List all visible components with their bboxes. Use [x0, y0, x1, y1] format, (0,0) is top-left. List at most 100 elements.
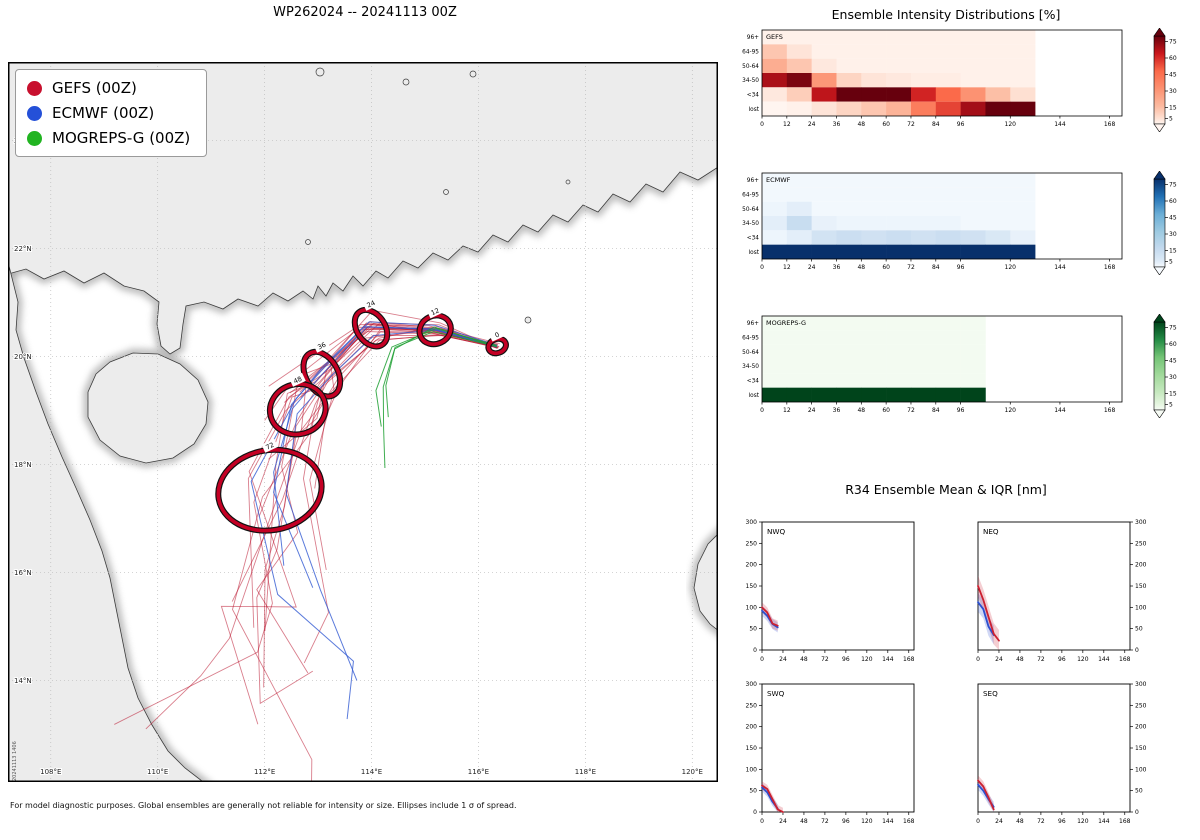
svg-text:lost: lost	[749, 393, 760, 399]
svg-text:48: 48	[857, 264, 865, 271]
svg-text:150: 150	[746, 583, 758, 590]
svg-text:250: 250	[1135, 702, 1147, 709]
svg-text:250: 250	[1135, 540, 1147, 547]
svg-text:50-64: 50-64	[742, 64, 759, 70]
svg-text:0: 0	[760, 818, 764, 825]
svg-text:24: 24	[808, 121, 816, 128]
svg-text:36: 36	[833, 264, 841, 271]
svg-text:50-64: 50-64	[742, 207, 759, 213]
svg-text:22°N: 22°N	[14, 245, 32, 253]
svg-text:45: 45	[1169, 72, 1177, 79]
colorbar-gefs: 75 60 45 30 15 5	[1153, 28, 1177, 132]
creation-timestamp: 20241113 1406	[12, 741, 18, 781]
svg-text:12: 12	[430, 306, 441, 317]
ellipse-hour-label: 0	[488, 327, 506, 342]
svg-text:0: 0	[760, 656, 764, 663]
svg-text:72: 72	[907, 264, 915, 271]
svg-text:100: 100	[746, 766, 758, 773]
svg-text:0: 0	[976, 656, 980, 663]
svg-text:168: 168	[1119, 656, 1131, 663]
svg-text:0: 0	[760, 407, 764, 414]
svg-text:72: 72	[821, 656, 829, 663]
ellipse-hour-label: 24	[362, 296, 380, 311]
svg-text:48: 48	[292, 375, 303, 386]
colorbar-mogreps-g: 75 60 45 30 15 5	[1153, 314, 1177, 418]
svg-text:300: 300	[1135, 519, 1147, 526]
svg-text:60: 60	[882, 264, 890, 271]
svg-text:60: 60	[1169, 198, 1177, 205]
svg-text:NWQ: NWQ	[767, 527, 785, 536]
svg-text:168: 168	[1104, 407, 1116, 414]
svg-text:lost: lost	[749, 250, 760, 256]
svg-text:60: 60	[882, 407, 890, 414]
svg-text:<34: <34	[747, 93, 760, 99]
mogreps-legend-label: MOGREPS-G (00Z)	[52, 129, 191, 147]
svg-text:48: 48	[857, 407, 865, 414]
svg-text:75: 75	[1169, 325, 1177, 332]
svg-text:48: 48	[857, 121, 865, 128]
svg-text:96: 96	[957, 264, 965, 271]
ecmwf-color-swatch	[27, 105, 42, 121]
ensemble-track-map: 0122436487224°N22°N20°N18°N16°N14°N108°E…	[8, 62, 718, 782]
svg-text:120: 120	[1005, 121, 1017, 128]
svg-text:64-95: 64-95	[742, 336, 759, 342]
svg-text:60: 60	[1169, 341, 1177, 348]
svg-text:16°N: 16°N	[14, 569, 32, 577]
svg-text:96: 96	[1058, 656, 1066, 663]
svg-text:168: 168	[903, 818, 915, 825]
ellipse-hour-label: 72	[261, 438, 278, 453]
svg-text:84: 84	[932, 121, 940, 128]
svg-text:12: 12	[783, 121, 791, 128]
svg-text:lost: lost	[749, 107, 760, 113]
svg-text:30: 30	[1169, 374, 1177, 381]
svg-text:14°N: 14°N	[14, 677, 32, 685]
intensity-heatmap-mogreps-g: 96+ 64-95 50-64 34-50 <34 lost 0 12 24 36 48 60 72 84…	[742, 315, 1123, 414]
svg-text:0: 0	[753, 647, 757, 654]
ellipse-hour-label: 12	[426, 304, 444, 319]
svg-text:120: 120	[1077, 656, 1089, 663]
svg-text:50-64: 50-64	[742, 350, 759, 356]
svg-text:24: 24	[366, 299, 377, 310]
svg-text:15: 15	[1169, 248, 1177, 255]
svg-text:168: 168	[1104, 121, 1116, 128]
legend-item-mogreps: MOGREPS-G (00Z)	[27, 129, 190, 147]
svg-text:0: 0	[976, 818, 980, 825]
svg-text:200: 200	[746, 562, 758, 569]
svg-text:96: 96	[1058, 818, 1066, 825]
graticule	[8, 62, 718, 782]
svg-text:24: 24	[808, 407, 816, 414]
svg-text:150: 150	[1135, 583, 1147, 590]
svg-text:24: 24	[995, 818, 1003, 825]
map-title: WP262024 -- 20241113 00Z	[273, 5, 457, 20]
svg-text:<34: <34	[747, 379, 760, 385]
svg-text:84: 84	[932, 264, 940, 271]
svg-text:84: 84	[932, 407, 940, 414]
svg-text:100: 100	[746, 604, 758, 611]
svg-text:24: 24	[808, 264, 816, 271]
svg-text:200: 200	[746, 724, 758, 731]
svg-text:114°E: 114°E	[361, 768, 382, 776]
svg-text:0: 0	[760, 264, 764, 271]
svg-text:168: 168	[1119, 818, 1131, 825]
colorbar-ecmwf: 75 60 45 30 15 5	[1153, 171, 1177, 275]
mogreps-color-swatch	[27, 130, 42, 146]
svg-text:48: 48	[800, 818, 808, 825]
svg-text:48: 48	[800, 656, 808, 663]
svg-text:110°E: 110°E	[147, 768, 168, 776]
svg-text:250: 250	[746, 702, 758, 709]
svg-text:144: 144	[882, 656, 894, 663]
svg-text:24: 24	[995, 656, 1003, 663]
svg-text:12: 12	[783, 407, 791, 414]
svg-text:64-95: 64-95	[742, 50, 759, 56]
svg-text:72: 72	[1037, 818, 1045, 825]
svg-text:ECMWF: ECMWF	[766, 176, 791, 184]
svg-text:200: 200	[1135, 562, 1147, 569]
svg-text:60: 60	[1169, 55, 1177, 62]
svg-text:64-95: 64-95	[742, 193, 759, 199]
svg-text:120: 120	[1005, 264, 1017, 271]
svg-text:45: 45	[1169, 215, 1177, 222]
svg-text:12: 12	[783, 264, 791, 271]
svg-text:45: 45	[1169, 358, 1177, 365]
intensity-section-title: Ensemble Intensity Distributions [%]	[831, 7, 1061, 22]
